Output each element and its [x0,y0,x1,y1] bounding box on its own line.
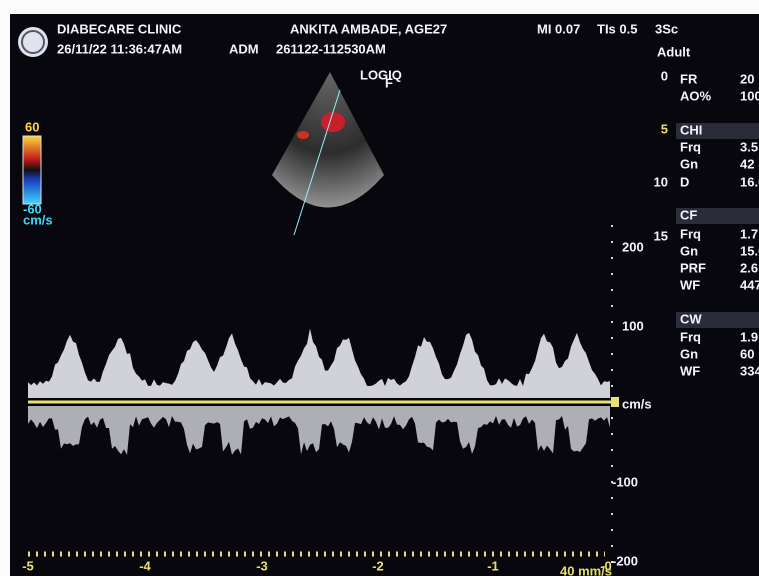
echo-sector [272,72,384,208]
time-tick: -0 [600,558,612,573]
color-flow [297,131,309,139]
param-value: 1.7 [740,226,758,241]
preset: Adult [657,44,691,59]
logo-label: LOGIQ [360,67,402,82]
depth-mark: 15 [654,228,668,243]
param-name: Frq [680,329,701,344]
param-value: 2.6 [740,260,758,275]
param-value: 42 [740,156,754,171]
cursor-line [293,89,341,236]
adm: ADM [229,41,259,56]
color-bar [22,135,42,205]
spectrum-forward [28,328,610,398]
velocity-tick: 100 [622,318,644,333]
param-name: Gn [680,346,698,361]
param-name: FR [680,71,698,86]
param-name: Frq [680,139,701,154]
param-name: CW [680,311,702,326]
param-value: 60 [740,346,754,361]
screen [10,14,759,576]
param-name: Gn [680,243,698,258]
datetime: 26/11/22 11:36:47AM [57,41,182,56]
sweep-speed: 40 mm/s [560,563,612,576]
clinic: DIABECARE CLINIC [57,21,182,36]
param-header-bg [676,312,759,328]
exam-id: 261122-112530AM [276,41,386,56]
tis: TIs 0.5 [597,21,637,36]
velocity-tick: 200 [622,239,644,254]
depth-marks: 0 5 10 15 [654,68,668,243]
param-name: PRF [680,260,706,275]
param-name: CF [680,207,697,222]
param-header-bg [676,123,759,139]
param-value: 100 [740,88,759,103]
param-name: Gn [680,156,698,171]
color-bar-min: -60 [23,201,42,216]
patient: ANKITA AMBADE, AGE27 [290,21,447,36]
time-tick: -1 [487,558,499,573]
param-name: AO% [680,88,712,103]
time-tick: -3 [256,558,268,573]
param-name: CHI [680,122,702,137]
param-value: 3.5 [740,139,758,154]
velocity-unit: cm/s [622,396,652,411]
baseline-marker [611,397,619,407]
param-name: D [680,174,689,189]
param-value: 20 [740,71,754,86]
logo-sub: F [385,75,393,90]
param-name: WF [680,277,700,292]
time-tick: -4 [139,558,151,573]
probe: 3Sc [655,21,678,36]
parameters: FR 20 AO% 100 CHI Frq 3.5 Gn 42 D 16.0 CF Frq 1.7 Gn 15… [676,71,759,378]
depth-mark: 0 [661,68,668,83]
time-tick: -2 [372,558,384,573]
color-bar-unit: cm/s [23,212,53,227]
param-name: WF [680,363,700,378]
velocity-tick: -100 [612,474,638,489]
param-value: 447 [740,277,759,292]
mi: MI 0.07 [537,21,580,36]
param-name: Frq [680,226,701,241]
ge-logo-ring [21,30,45,54]
depth-mark: 5 [661,121,668,136]
time-tick: -5 [22,558,34,573]
param-value: 334 [740,363,759,378]
spectrum-reverse [28,406,610,455]
color-flow [321,112,345,132]
param-value: 16.0 [740,174,759,189]
doppler-spectrum [28,328,610,455]
velocity-tick: -200 [612,553,638,568]
param-value: 15.0 [740,243,759,258]
color-bar-max: 60 [25,119,39,134]
param-header-bg [676,208,759,224]
depth-mark: 10 [654,174,668,189]
param-value: 1.9 [740,329,758,344]
